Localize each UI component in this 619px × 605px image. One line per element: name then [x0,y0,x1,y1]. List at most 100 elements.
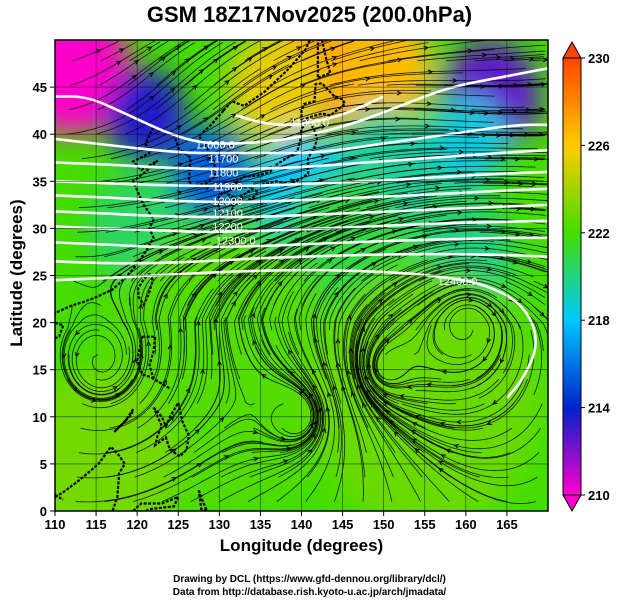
streamline [417,50,546,62]
streamline-arrowhead [332,385,338,391]
streamline-arrowhead [399,393,405,399]
streamline [442,109,547,113]
height-contour [55,203,548,219]
streamline-arrowhead [331,55,338,61]
streamline [166,250,267,429]
streamline-arrowhead [539,106,546,112]
y-tick-label: 15 [33,363,47,378]
streamline [313,248,387,429]
streamline [305,209,497,258]
streamline [239,90,432,135]
streamline [533,280,548,289]
streamline-arrowhead [309,392,314,399]
streamline-arrowhead [438,467,444,473]
streamline [61,301,142,401]
streamline-arrowhead [437,265,443,270]
streamline [132,427,315,502]
streamline [502,82,547,86]
streamline [354,340,479,502]
streamline-arrowhead [236,273,242,279]
streamline [375,289,521,380]
streamline-arrowhead [158,250,164,255]
streamline [357,262,534,331]
streamline-arrowhead [350,391,356,397]
streamline-arrowhead [488,200,494,206]
streamline-arrowhead [527,82,533,87]
streamline-arrowhead [439,421,446,427]
streamline [210,220,349,355]
streamline-arrowhead [445,448,451,454]
y-tick-label: 5 [40,457,47,472]
streamline [277,262,324,453]
streamline [242,40,329,86]
streamline [334,273,374,478]
streamline-arrowhead [516,206,523,212]
streamline [129,41,161,62]
streamline [220,179,413,233]
coastline [239,187,260,204]
streamline [104,441,292,502]
streamline-arrowhead [178,327,184,333]
streamline-arrowhead [235,238,242,244]
streamline [513,158,548,160]
streamline-arrowhead [266,239,272,244]
streamline [163,177,355,233]
streamline-arrowhead [510,132,516,138]
streamline-arrowhead [426,101,433,107]
coastline [55,125,175,315]
contour-label: 11800 [209,168,239,180]
streamline [62,296,141,400]
streamline [320,286,346,502]
streamline [168,83,354,160]
streamline [249,183,442,233]
x-tick-label: 130 [208,517,230,532]
streamline-arrowhead [517,298,523,304]
coastline [132,494,181,511]
contour-label: 11700 [209,153,239,165]
streamline [247,331,326,502]
streamline [256,221,390,355]
streamline [59,305,144,402]
streamline [126,40,218,111]
streamline-arrowhead [398,216,405,222]
streamline [276,200,467,258]
y-tick-label: 25 [33,269,47,284]
y-tick-label: 20 [33,316,47,331]
y-tick-label: 30 [33,221,47,236]
streamline [273,214,447,306]
credit-data-source: Data from http://database.rish.kyoto-u.a… [172,587,447,598]
streamline-arrowhead [410,141,416,147]
streamline [454,181,548,185]
streamline-arrowhead [267,74,274,80]
streamline [476,280,548,336]
streamline-arrowhead [74,330,81,336]
streamline-arrowhead [320,124,327,130]
streamline-arrowhead [486,266,493,272]
streamline-arrowhead [457,210,463,216]
streamline [388,44,546,62]
streamline-arrowhead [213,317,219,324]
streamline [215,40,247,62]
streamline [362,228,547,258]
streamline-arrowhead [176,125,182,130]
streamline [366,309,485,411]
streamline-arrowhead [327,391,332,398]
colorbar-tick-label: 230 [588,51,610,66]
streamline-arrowhead [356,383,362,390]
streamline-arrowhead [262,47,268,52]
streamline [506,256,546,268]
streamline [107,288,214,453]
streamline-arrowhead [499,358,505,364]
x-tick-label: 150 [373,517,395,532]
streamline [195,248,285,429]
streamline [124,40,260,135]
streamline-arrowhead [396,90,403,96]
streamline [75,440,263,503]
coastline [55,321,65,340]
streamline [335,203,531,233]
streamline [396,330,535,429]
streamline-arrowhead [133,59,140,65]
streamline [364,211,546,233]
streamline [532,305,548,321]
